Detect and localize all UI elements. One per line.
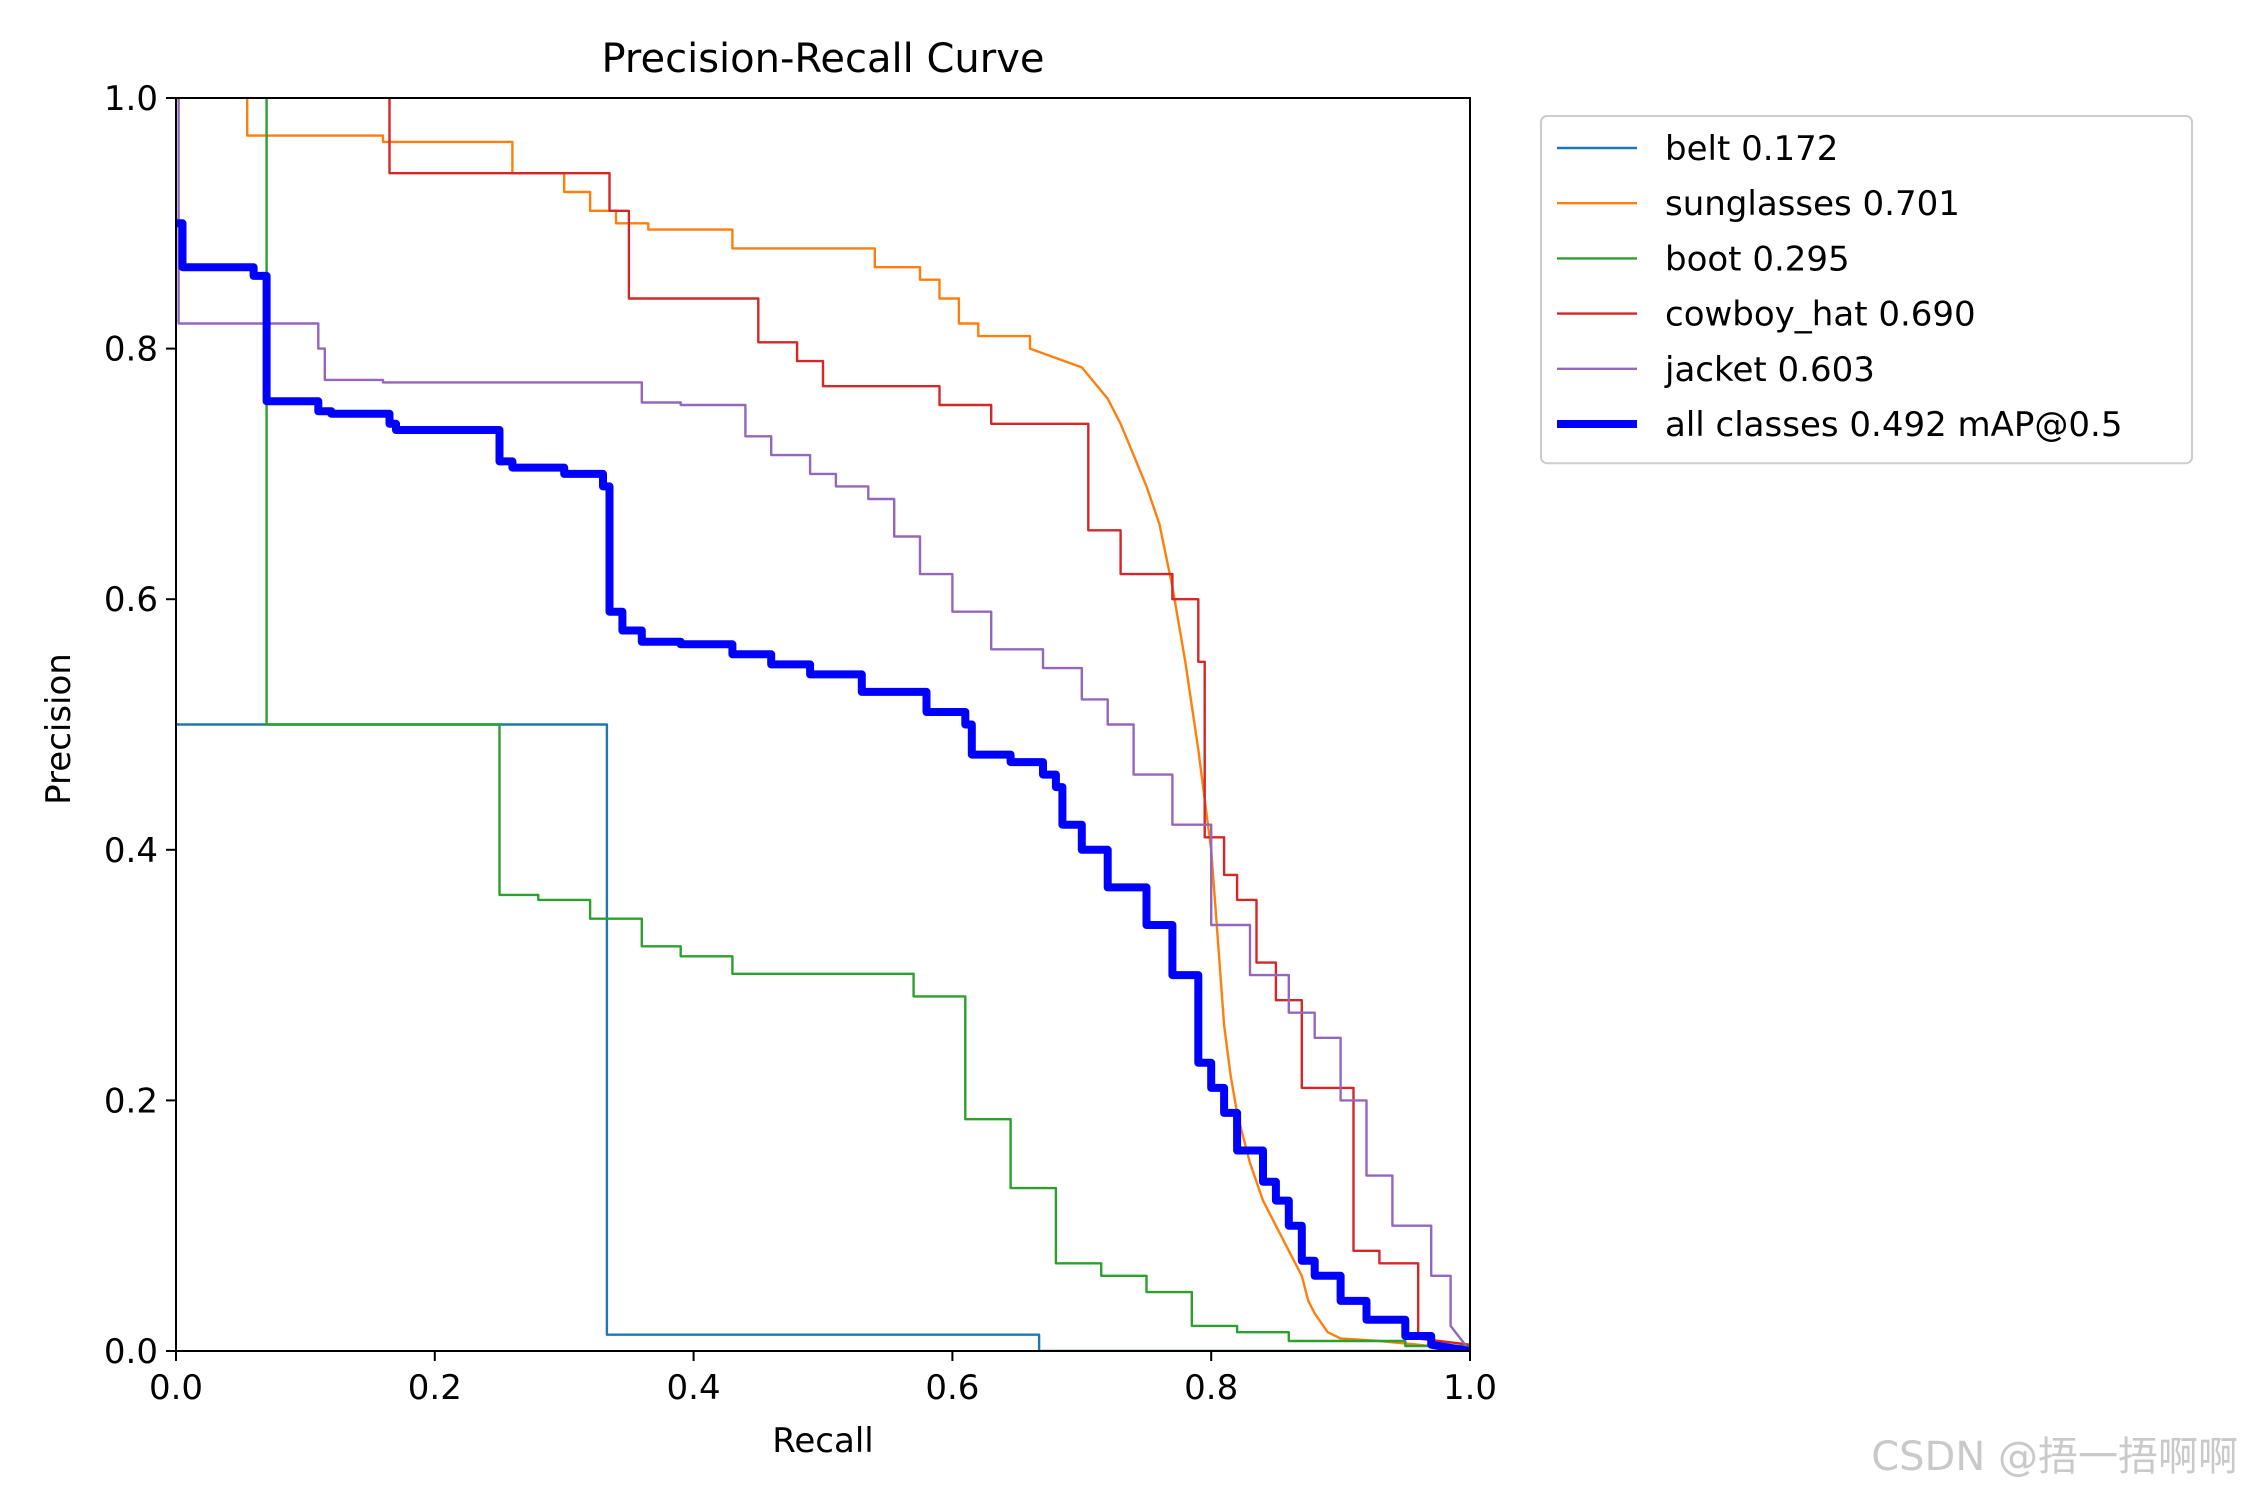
legend: belt 0.172 sunglasses 0.701 boot 0.295 cowb…: [1540, 115, 2193, 465]
x-axis-label: Recall: [772, 1421, 873, 1461]
series-line-all: [176, 219, 1470, 1351]
y-tick-label: 0.2: [104, 1081, 158, 1121]
x-tick-label: 0.6: [925, 1368, 979, 1408]
x-tick-label: 0.8: [1184, 1368, 1238, 1408]
series-line-boot: [265, 98, 1470, 1348]
y-tick-label: 0.4: [104, 831, 158, 871]
series-line-jacket: [177, 98, 1470, 1351]
chart-title: Precision-Recall Curve: [602, 36, 1045, 82]
x-tick-label: 0.0: [149, 1368, 203, 1408]
watermark: CSDN @捂一捂啊啊: [1871, 1434, 2238, 1480]
y-tick-label: 0.8: [104, 330, 158, 370]
legend-label: jacket 0.603: [1664, 350, 1875, 390]
x-tick-label: 0.2: [408, 1368, 462, 1408]
x-tick-label: 1.0: [1443, 1368, 1497, 1408]
y-axis-label: Precision: [39, 653, 79, 805]
y-tick-label: 1.0: [104, 79, 158, 119]
y-tick-label: 0.0: [104, 1332, 158, 1372]
legend-box: [1540, 115, 2193, 465]
series-line-cowboy-hat: [388, 98, 1470, 1346]
legend-label: cowboy_hat 0.690: [1665, 295, 1976, 335]
series-group: [176, 98, 1470, 1351]
legend-label: boot 0.295: [1665, 239, 1850, 279]
axes-frame: [175, 97, 1471, 1352]
legend-label: sunglasses 0.701: [1665, 184, 1960, 224]
y-tick-label: 0.6: [104, 580, 158, 620]
legend-label: all classes 0.492 mAP@0.5: [1665, 405, 2122, 445]
plot-area: 0.0 0.2 0.4 0.6 0.8 1.0 0.0 0.2 0.4 0.6 0.8 1.0: [104, 79, 1497, 1408]
legend-label: belt 0.172: [1665, 129, 1838, 169]
x-tick-label: 0.4: [667, 1368, 721, 1408]
series-line-belt: [176, 723, 1470, 1351]
series-line-sunglasses: [245, 98, 1470, 1351]
